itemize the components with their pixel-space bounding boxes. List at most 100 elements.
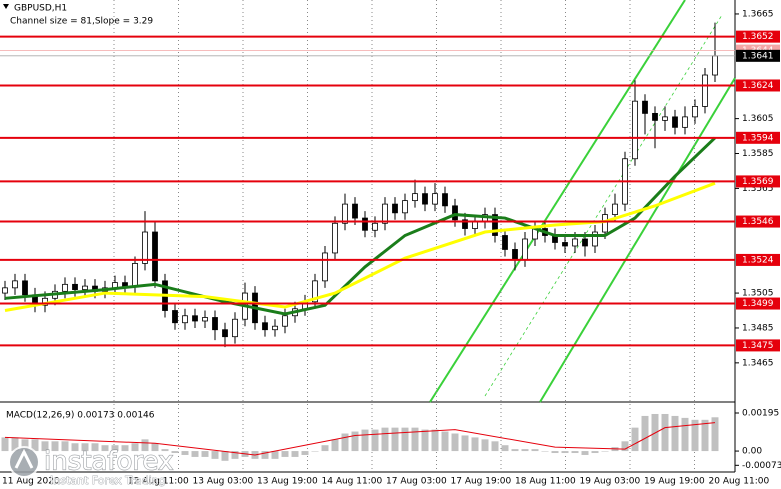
macd-bar	[371, 429, 379, 452]
candle-body	[642, 100, 648, 114]
macd-bar	[591, 451, 599, 454]
candle-body	[382, 203, 388, 224]
candle-body	[662, 116, 668, 121]
candle-body	[702, 74, 708, 107]
macd-bar	[311, 451, 319, 452]
macd-bar	[181, 451, 189, 455]
level-label-box	[736, 79, 780, 92]
level-label-box	[736, 175, 780, 188]
logo: instaforex Instant Forex Trading	[8, 446, 174, 487]
moving-average	[4, 181, 716, 312]
logo-name: instaforex	[44, 447, 173, 477]
x-tick-label: 20 Aug 11:00	[709, 477, 770, 487]
candle-body	[462, 219, 468, 229]
candle-body	[712, 55, 718, 76]
macd-bar	[51, 441, 59, 452]
macd-bar	[581, 451, 589, 455]
candle-body	[342, 203, 348, 224]
candle-body	[512, 249, 518, 261]
macd-bar	[141, 439, 149, 452]
x-tick-label: 13 Aug 19:00	[257, 477, 318, 487]
candle-body	[232, 318, 238, 338]
macd-bar	[621, 441, 629, 452]
level-label-box	[736, 297, 780, 310]
candle-body	[522, 238, 528, 261]
candle-body	[652, 112, 658, 121]
candle-body	[182, 315, 188, 324]
candle-body	[22, 280, 28, 296]
x-tick-label: 19 Aug 03:00	[580, 477, 641, 487]
macd-bar	[61, 441, 69, 452]
candle-body	[592, 231, 598, 247]
macd-bar	[481, 439, 489, 452]
macd-bar	[521, 449, 529, 452]
y-tick-label: 1.3505	[742, 289, 774, 299]
moving-average	[4, 136, 717, 316]
macd-bar	[301, 451, 309, 455]
macd-bar	[261, 451, 269, 459]
candle-body	[2, 287, 8, 294]
candle-body	[362, 217, 368, 231]
level-label: 1.3524	[742, 255, 774, 265]
regression-channel	[429, 0, 736, 403]
x-tick-label: 12 Aug 11:00	[128, 477, 189, 487]
x-tick-label: 11 Aug 2020	[2, 477, 60, 487]
level-label-box	[736, 253, 780, 266]
macd-bar	[121, 445, 129, 452]
x-tick-label: 19 Aug 19:00	[644, 477, 705, 487]
candle-body	[492, 214, 498, 236]
macd-bar	[331, 439, 339, 452]
level-label-box	[736, 339, 780, 352]
level-label: 1.3475	[742, 341, 774, 351]
logo-icon-mark	[14, 448, 34, 469]
macd-bar	[711, 417, 719, 452]
candle-body	[142, 231, 148, 264]
candle-body	[502, 235, 508, 250]
candle-body	[392, 203, 398, 214]
macd-bar	[491, 441, 499, 452]
macd-bar	[601, 451, 609, 452]
x-tick-label: 13 Aug 03:00	[193, 477, 254, 487]
macd-bar	[191, 451, 199, 457]
candle-body	[12, 280, 18, 289]
macd-bar	[461, 435, 469, 452]
price-label-box	[736, 49, 780, 62]
macd-bar	[551, 451, 559, 454]
macd-bar	[11, 437, 19, 452]
candle-body	[572, 238, 578, 247]
candle-body	[282, 315, 288, 327]
macd-bar	[691, 419, 699, 452]
candle-body	[562, 242, 568, 247]
x-tick-label: 14 Aug 11:00	[322, 477, 383, 487]
macd-bar	[151, 443, 159, 452]
level-label: 1.3546	[742, 217, 774, 227]
candle-body	[612, 203, 618, 215]
candle-body	[432, 193, 438, 205]
macd-bar	[201, 451, 209, 457]
channel-middle	[484, 14, 723, 397]
macd-bar	[161, 449, 169, 452]
level-label-box	[736, 30, 780, 43]
level-label: 1.3594	[742, 133, 774, 143]
macd-tick-label: 0.00195	[742, 409, 779, 419]
candle-body	[372, 222, 378, 231]
candle-body	[72, 283, 78, 290]
macd-bar	[471, 437, 479, 452]
y-tick-label: 1.3485	[742, 323, 774, 333]
macd-title: MACD(12,26,9) 0.00173 0.00146	[6, 411, 155, 421]
x-tick-label: 17 Aug 19:00	[451, 477, 512, 487]
candle-body	[472, 221, 478, 229]
candle-body	[152, 231, 158, 282]
macd-bar	[41, 441, 49, 452]
candle-body	[122, 282, 128, 287]
y-tick-label: 1.3565	[742, 184, 774, 194]
macd-signal	[4, 422, 716, 456]
chart-title: GBPUSD,H1	[14, 4, 67, 14]
macd-bar	[341, 433, 349, 452]
level-label: 1.3569	[742, 177, 774, 187]
x-tick-label: 17 Aug 03:00	[386, 477, 447, 487]
level-label: 1.3499	[742, 299, 774, 309]
price-label: 1.3641	[742, 51, 774, 61]
